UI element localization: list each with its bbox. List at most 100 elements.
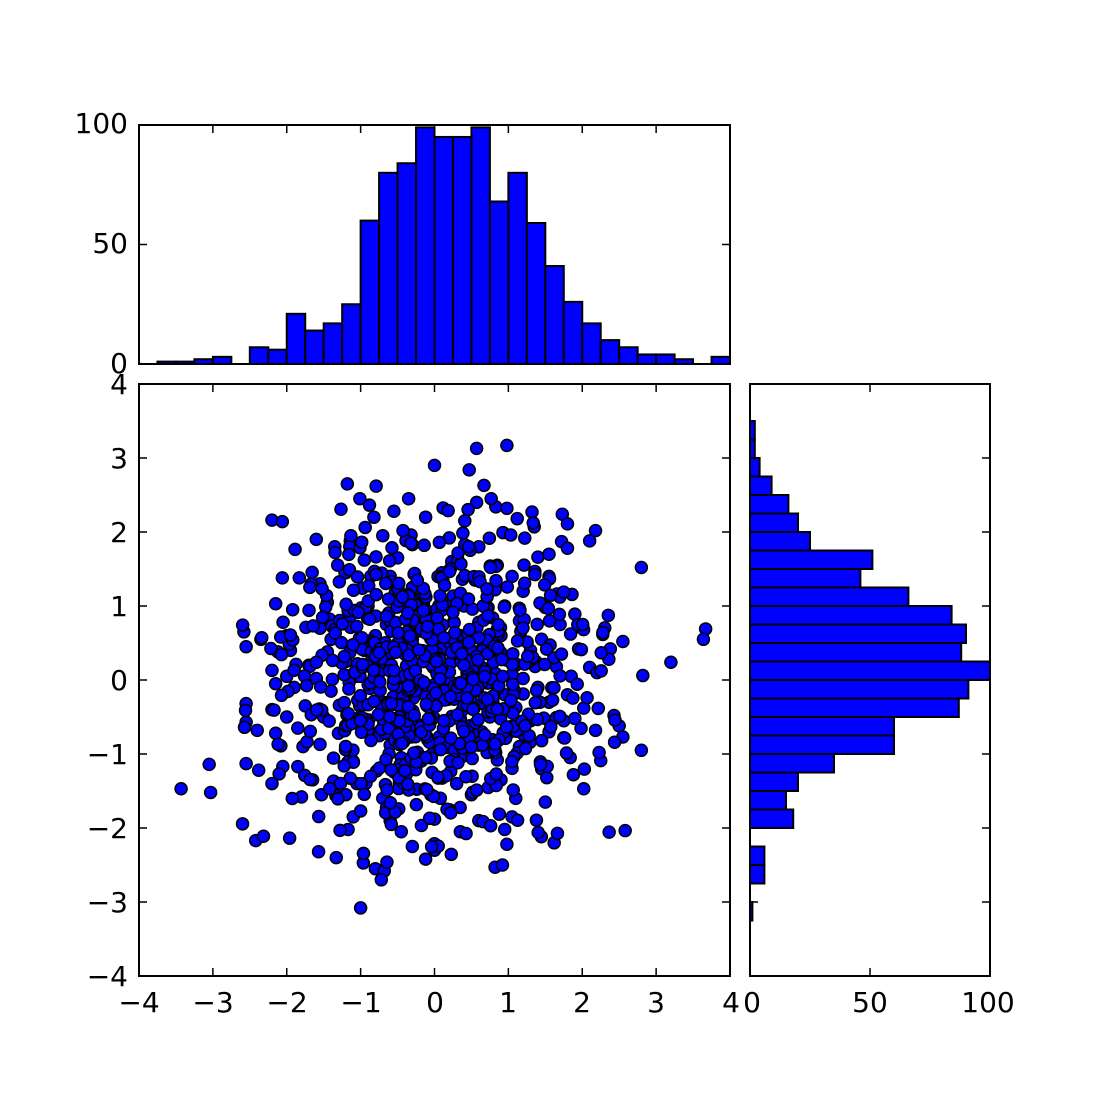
right-histogram-bars — [749, 420, 991, 922]
scatter-point — [563, 627, 578, 641]
scatter-point — [237, 720, 252, 735]
scatter-point — [395, 590, 410, 604]
scatter-point — [364, 733, 378, 748]
scatter-point — [341, 706, 356, 721]
scatter-point — [362, 498, 377, 512]
scatter-point — [274, 688, 289, 703]
scatter-point — [550, 826, 565, 841]
scatter-point — [537, 657, 552, 672]
scatter-point — [430, 770, 445, 784]
histogram-bar — [248, 346, 270, 365]
scatter-point — [303, 772, 317, 787]
scatter-point — [484, 491, 498, 506]
scatter-point — [566, 691, 580, 705]
histogram-bar — [749, 845, 766, 866]
histogram-bar — [749, 494, 790, 515]
scatter-point — [315, 610, 330, 625]
scatter-frame — [138, 383, 731, 977]
scatter-point — [478, 728, 492, 742]
scatter-point — [369, 550, 383, 564]
scatter-point — [337, 759, 351, 773]
scatter-point — [456, 526, 470, 540]
scatter-point — [446, 605, 460, 620]
scatter-point — [275, 514, 290, 529]
scatter-point — [530, 617, 544, 632]
scatter-point — [417, 538, 431, 553]
scatter-point — [441, 503, 455, 518]
xtick-label-4: 4 — [722, 986, 740, 1019]
ytick-label-4: 4 — [110, 368, 128, 401]
scatter-point — [337, 695, 352, 710]
scatter-point — [495, 858, 510, 872]
scatter-point — [282, 831, 297, 845]
scatter-point — [518, 719, 532, 733]
scatter-point — [582, 534, 597, 548]
scatter-point — [353, 901, 368, 915]
scatter-point — [311, 844, 326, 859]
scatter-point — [417, 675, 431, 690]
top-histogram-bars — [156, 126, 732, 366]
scatter-point — [367, 510, 381, 524]
scatter-point — [384, 696, 399, 711]
scatter-point — [451, 546, 465, 560]
scatter-point — [337, 649, 352, 664]
scatter-point — [384, 763, 399, 777]
scatter-panel: 4 3 2 1 0 −1 −2 −3 −4 −4 −3 −2 −1 0 1 2 … — [87, 368, 740, 1019]
scatter-point — [437, 630, 451, 645]
scatter-point — [560, 517, 575, 531]
histogram-bar — [749, 475, 773, 496]
scatter-point — [372, 645, 386, 660]
histogram-bar — [749, 549, 874, 570]
scatter-point — [450, 708, 465, 722]
scatter-point — [418, 852, 433, 866]
top-ytick-label-50: 50 — [92, 227, 128, 260]
scatter-point — [354, 535, 369, 549]
scatter-point — [203, 785, 218, 800]
histogram-bar — [749, 697, 960, 718]
scatter-point — [346, 638, 360, 652]
scatter-point — [299, 678, 314, 693]
scatter-point — [410, 573, 425, 587]
scatter-point — [419, 697, 434, 712]
scatter-point — [490, 702, 505, 717]
scatter-point — [500, 438, 514, 453]
scatter-point — [566, 767, 581, 782]
scatter-point — [544, 719, 558, 734]
scatter-point — [588, 723, 603, 738]
scatter-point — [332, 575, 347, 589]
scatter-point — [477, 478, 491, 493]
scatter-point — [335, 617, 350, 631]
scatter-point — [376, 528, 390, 543]
right-xtick-label-50: 50 — [852, 986, 888, 1019]
scatter-point — [491, 618, 506, 632]
scatter-point — [554, 647, 569, 661]
scatter-point — [488, 737, 502, 751]
histogram-bar — [749, 790, 787, 811]
scatter-point — [466, 672, 481, 687]
histogram-bar — [470, 126, 491, 365]
scatter-point — [287, 663, 301, 677]
scatter-point — [325, 672, 340, 687]
scatter-point — [235, 618, 250, 632]
scatter-point — [430, 611, 444, 625]
scatter-point — [340, 477, 355, 491]
histogram-bar — [451, 135, 473, 365]
scatter-point — [531, 825, 545, 840]
scatter-point — [392, 576, 406, 591]
scatter-point — [529, 683, 544, 698]
scatter-point — [510, 634, 525, 648]
xtick-label-2: 2 — [573, 986, 591, 1019]
scatter-point — [401, 491, 416, 506]
scatter-point — [616, 634, 630, 649]
xtick-label-neg1: −1 — [340, 986, 381, 1019]
histogram-bar — [544, 265, 565, 366]
scatter-point — [464, 740, 479, 754]
scatter-point — [500, 580, 515, 594]
scatter-point — [559, 746, 574, 760]
top-ytick-label-0: 0 — [110, 347, 128, 380]
histogram-bar — [710, 355, 732, 365]
scatter-point — [560, 541, 575, 556]
scatter-point — [433, 671, 447, 686]
scatter-point — [433, 589, 447, 603]
scatter-point — [404, 536, 418, 550]
